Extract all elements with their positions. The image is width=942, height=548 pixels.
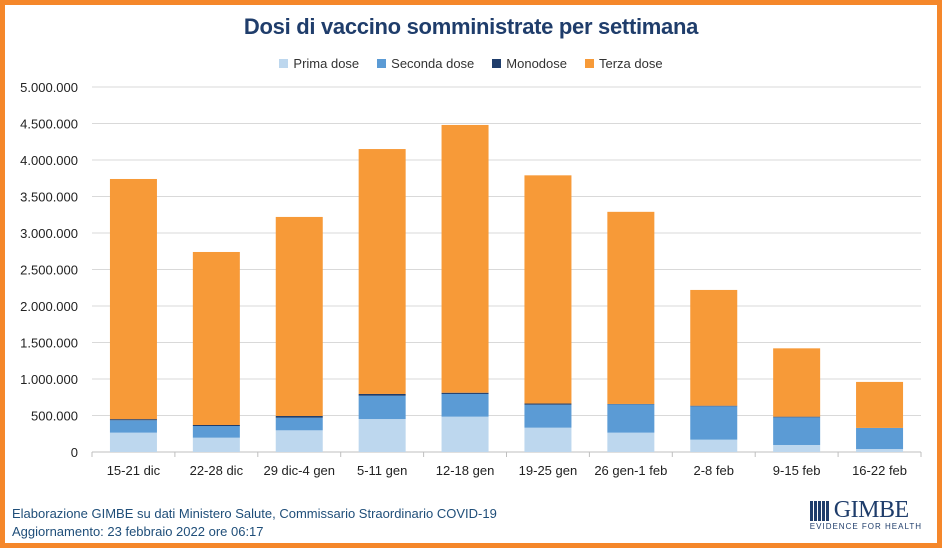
y-tick-label: 5.000.000 — [20, 80, 78, 95]
bar-segment-terza-dose — [358, 149, 406, 394]
bar-segment-terza-dose — [856, 381, 904, 428]
x-tick-label: 12-18 gen — [436, 463, 495, 478]
legend-item-monodose: Monodose — [492, 56, 567, 71]
update-timestamp: Aggiornamento: 23 febbraio 2022 ore 06:1… — [12, 524, 264, 539]
bar-segment-prima-dose — [275, 430, 323, 452]
gimbe-logo: GIMBE EVIDENCE FOR HEALTH — [809, 497, 922, 531]
x-tick-label: 26 gen-1 feb — [594, 463, 667, 478]
legend-swatch-monodose — [492, 59, 502, 68]
x-tick-label: 2-8 feb — [694, 463, 734, 478]
legend-item-prima: Prima dose — [279, 56, 359, 71]
bar-segment-prima-dose — [690, 439, 738, 452]
legend-item-terza: Terza dose — [585, 56, 663, 71]
bar-segment-terza-dose — [275, 216, 323, 417]
bar-segment-prima-dose — [109, 432, 157, 452]
bar-segment-terza-dose — [109, 178, 157, 420]
y-tick-label: 4.000.000 — [20, 153, 78, 168]
y-tick-label: 1.500.000 — [20, 336, 78, 351]
bar-segment-prima-dose — [607, 432, 655, 452]
bar-chart: 0 500.000 1.000.000 1.500.000 2.000.000 2.500… — [20, 80, 922, 478]
bar-segment-prima-dose — [358, 419, 406, 452]
source-note: Elaborazione GIMBE su dati Ministero Sal… — [12, 506, 497, 521]
legend-label-prima: Prima dose — [293, 56, 360, 71]
logo-tagline: EVIDENCE FOR HEALTH — [809, 522, 922, 531]
legend-swatch-seconda — [377, 59, 387, 68]
y-tick-label: 0 — [71, 445, 78, 460]
bar-segment-monodose — [524, 403, 572, 405]
y-tick-label: 3.000.000 — [20, 226, 78, 241]
bar-segment-terza-dose — [690, 289, 738, 406]
bar-segment-seconda-dose — [773, 417, 821, 445]
bar-segment-terza-dose — [192, 251, 240, 425]
y-tick-label: 500.000 — [31, 409, 78, 424]
y-tick-label: 2.000.000 — [20, 299, 78, 314]
legend-swatch-prima — [279, 59, 289, 68]
bar-segment-monodose — [192, 424, 240, 427]
bar-segment-prima-dose — [773, 444, 821, 452]
legend-label-terza: Terza dose — [599, 56, 663, 71]
bar-segment-terza-dose — [441, 124, 489, 393]
bar-segment-monodose — [441, 392, 489, 394]
bar-segment-seconda-dose — [192, 426, 240, 438]
y-tick-label: 1.000.000 — [20, 372, 78, 387]
bar-segment-prima-dose — [192, 437, 240, 452]
y-tick-label: 2.500.000 — [20, 263, 78, 278]
bar-segment-monodose — [358, 393, 406, 396]
y-tick-label: 4.500.000 — [20, 117, 78, 132]
bar-segment-seconda-dose — [607, 404, 655, 433]
bar-segment-monodose — [275, 416, 323, 418]
bar-segment-seconda-dose — [109, 420, 157, 433]
bar-segment-seconda-dose — [441, 393, 489, 417]
bar-segment-seconda-dose — [275, 417, 323, 431]
x-tick-label: 29 dic-4 gen — [263, 463, 335, 478]
bar-segment-seconda-dose — [524, 404, 572, 428]
bar-segment-terza-dose — [607, 211, 655, 404]
bar-segment-seconda-dose — [358, 395, 406, 420]
legend-label-monodose: Monodose — [506, 56, 567, 71]
logo-grid-icon — [809, 500, 830, 521]
bar-segment-terza-dose — [773, 348, 821, 417]
y-tick-label: 3.500.000 — [20, 190, 78, 205]
bar-segment-monodose — [109, 419, 157, 421]
legend-item-seconda: Seconda dose — [377, 56, 474, 71]
bar-segment-prima-dose — [856, 449, 904, 452]
x-tick-label: 16-22 feb — [852, 463, 907, 478]
x-tick-label: 9-15 feb — [773, 463, 821, 478]
bar-segment-monodose — [773, 416, 821, 418]
legend-label-seconda: Seconda dose — [391, 56, 475, 71]
bar-segment-seconda-dose — [856, 427, 904, 450]
x-tick-label: 15-21 dic — [107, 463, 161, 478]
chart-title: Dosi di vaccino somministrate per settim… — [243, 14, 699, 39]
legend: Prima dose Seconda dose Monodose Terza d… — [0, 56, 942, 71]
x-tick-label: 22-28 dic — [190, 463, 244, 478]
bar-segment-seconda-dose — [690, 406, 738, 440]
x-tick-label: 5-11 gen — [357, 463, 407, 478]
bar-segment-prima-dose — [441, 416, 489, 452]
legend-swatch-terza — [585, 59, 594, 68]
bar-segment-terza-dose — [524, 175, 572, 404]
x-tick-label: 19-25 gen — [519, 463, 578, 478]
bar-segment-monodose — [690, 405, 738, 407]
footer: Elaborazione GIMBE su dati Ministero Sal… — [12, 505, 497, 541]
bar-segment-prima-dose — [524, 427, 572, 452]
logo-name: GIMBE — [833, 497, 909, 523]
